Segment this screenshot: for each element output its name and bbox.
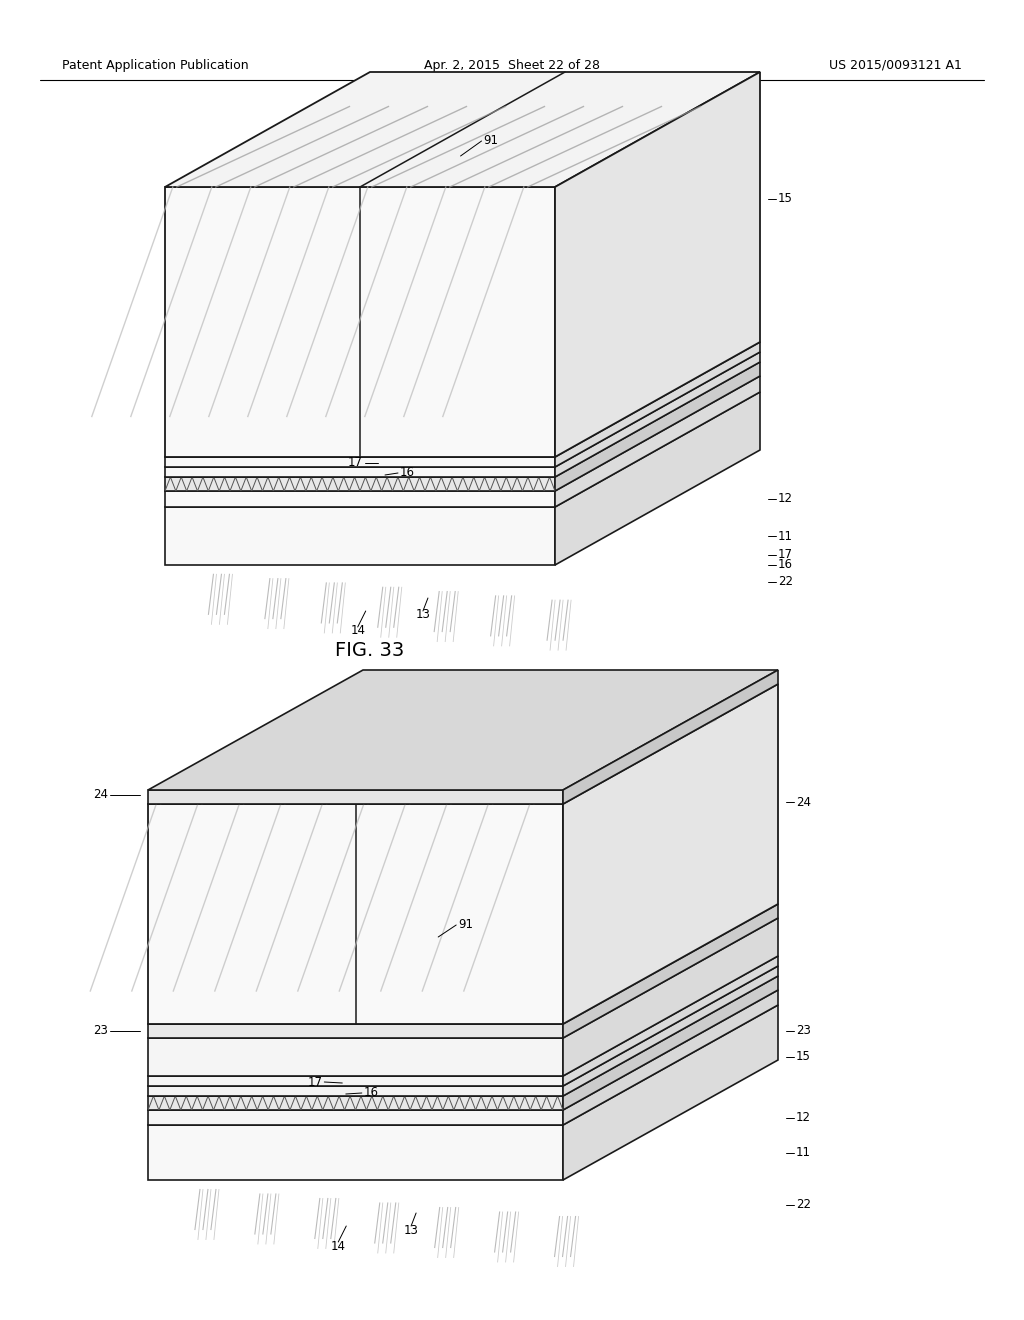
Text: FIG. 32: FIG. 32 <box>336 111 404 129</box>
Text: 14: 14 <box>350 624 366 638</box>
Polygon shape <box>165 352 760 467</box>
Polygon shape <box>165 73 760 187</box>
Polygon shape <box>165 477 555 491</box>
Text: Apr. 2, 2015  Sheet 22 of 28: Apr. 2, 2015 Sheet 22 of 28 <box>424 58 600 71</box>
Polygon shape <box>165 392 760 507</box>
Polygon shape <box>148 1005 778 1125</box>
Text: 17: 17 <box>307 1076 323 1089</box>
Polygon shape <box>165 187 555 457</box>
Text: 23: 23 <box>796 1024 811 1038</box>
Text: 91: 91 <box>483 135 499 148</box>
Polygon shape <box>563 990 778 1125</box>
Polygon shape <box>148 1038 563 1076</box>
Text: 11: 11 <box>796 1146 811 1159</box>
Polygon shape <box>563 1005 778 1180</box>
Polygon shape <box>555 73 760 457</box>
Text: 15: 15 <box>778 191 793 205</box>
Text: 13: 13 <box>416 609 430 622</box>
Text: 16: 16 <box>364 1086 379 1100</box>
Polygon shape <box>165 376 760 491</box>
Polygon shape <box>563 956 778 1086</box>
Text: 91: 91 <box>458 919 473 932</box>
Polygon shape <box>148 1110 563 1125</box>
Polygon shape <box>165 491 555 507</box>
Text: 22: 22 <box>796 1199 811 1212</box>
Polygon shape <box>148 990 778 1110</box>
Polygon shape <box>563 904 778 1038</box>
Polygon shape <box>148 966 778 1086</box>
Text: 16: 16 <box>400 466 415 479</box>
Polygon shape <box>563 671 778 804</box>
Polygon shape <box>148 975 778 1096</box>
Polygon shape <box>148 1024 563 1038</box>
Polygon shape <box>148 804 563 1024</box>
Polygon shape <box>165 507 555 565</box>
Polygon shape <box>148 956 778 1076</box>
Polygon shape <box>563 975 778 1110</box>
Polygon shape <box>148 671 778 789</box>
Text: 16: 16 <box>778 558 793 572</box>
Polygon shape <box>555 352 760 477</box>
Polygon shape <box>165 467 555 477</box>
Text: 17: 17 <box>348 457 362 470</box>
Polygon shape <box>165 342 760 457</box>
Polygon shape <box>555 342 760 467</box>
Text: US 2015/0093121 A1: US 2015/0093121 A1 <box>829 58 962 71</box>
Polygon shape <box>148 1125 563 1180</box>
Text: 24: 24 <box>93 788 108 801</box>
Text: 23: 23 <box>93 1024 108 1038</box>
Polygon shape <box>555 392 760 565</box>
Text: 17: 17 <box>778 548 793 561</box>
Text: 14: 14 <box>331 1239 346 1253</box>
Polygon shape <box>555 376 760 507</box>
Text: 24: 24 <box>796 796 811 808</box>
Polygon shape <box>148 917 778 1038</box>
Polygon shape <box>165 457 555 467</box>
Polygon shape <box>148 904 778 1024</box>
Polygon shape <box>563 917 778 1076</box>
Polygon shape <box>563 966 778 1096</box>
Polygon shape <box>148 1076 563 1086</box>
Text: FIG. 33: FIG. 33 <box>336 640 404 660</box>
Text: 12: 12 <box>778 492 793 506</box>
Text: 12: 12 <box>796 1111 811 1125</box>
Polygon shape <box>148 789 563 804</box>
Polygon shape <box>148 1086 563 1096</box>
Text: 13: 13 <box>403 1224 419 1237</box>
Text: 15: 15 <box>796 1051 811 1064</box>
Polygon shape <box>563 684 778 1024</box>
Text: 11: 11 <box>778 529 793 543</box>
Text: Patent Application Publication: Patent Application Publication <box>62 58 249 71</box>
Polygon shape <box>148 1096 563 1110</box>
Text: 22: 22 <box>778 576 793 589</box>
Polygon shape <box>555 362 760 491</box>
Polygon shape <box>165 362 760 477</box>
Polygon shape <box>148 684 778 804</box>
